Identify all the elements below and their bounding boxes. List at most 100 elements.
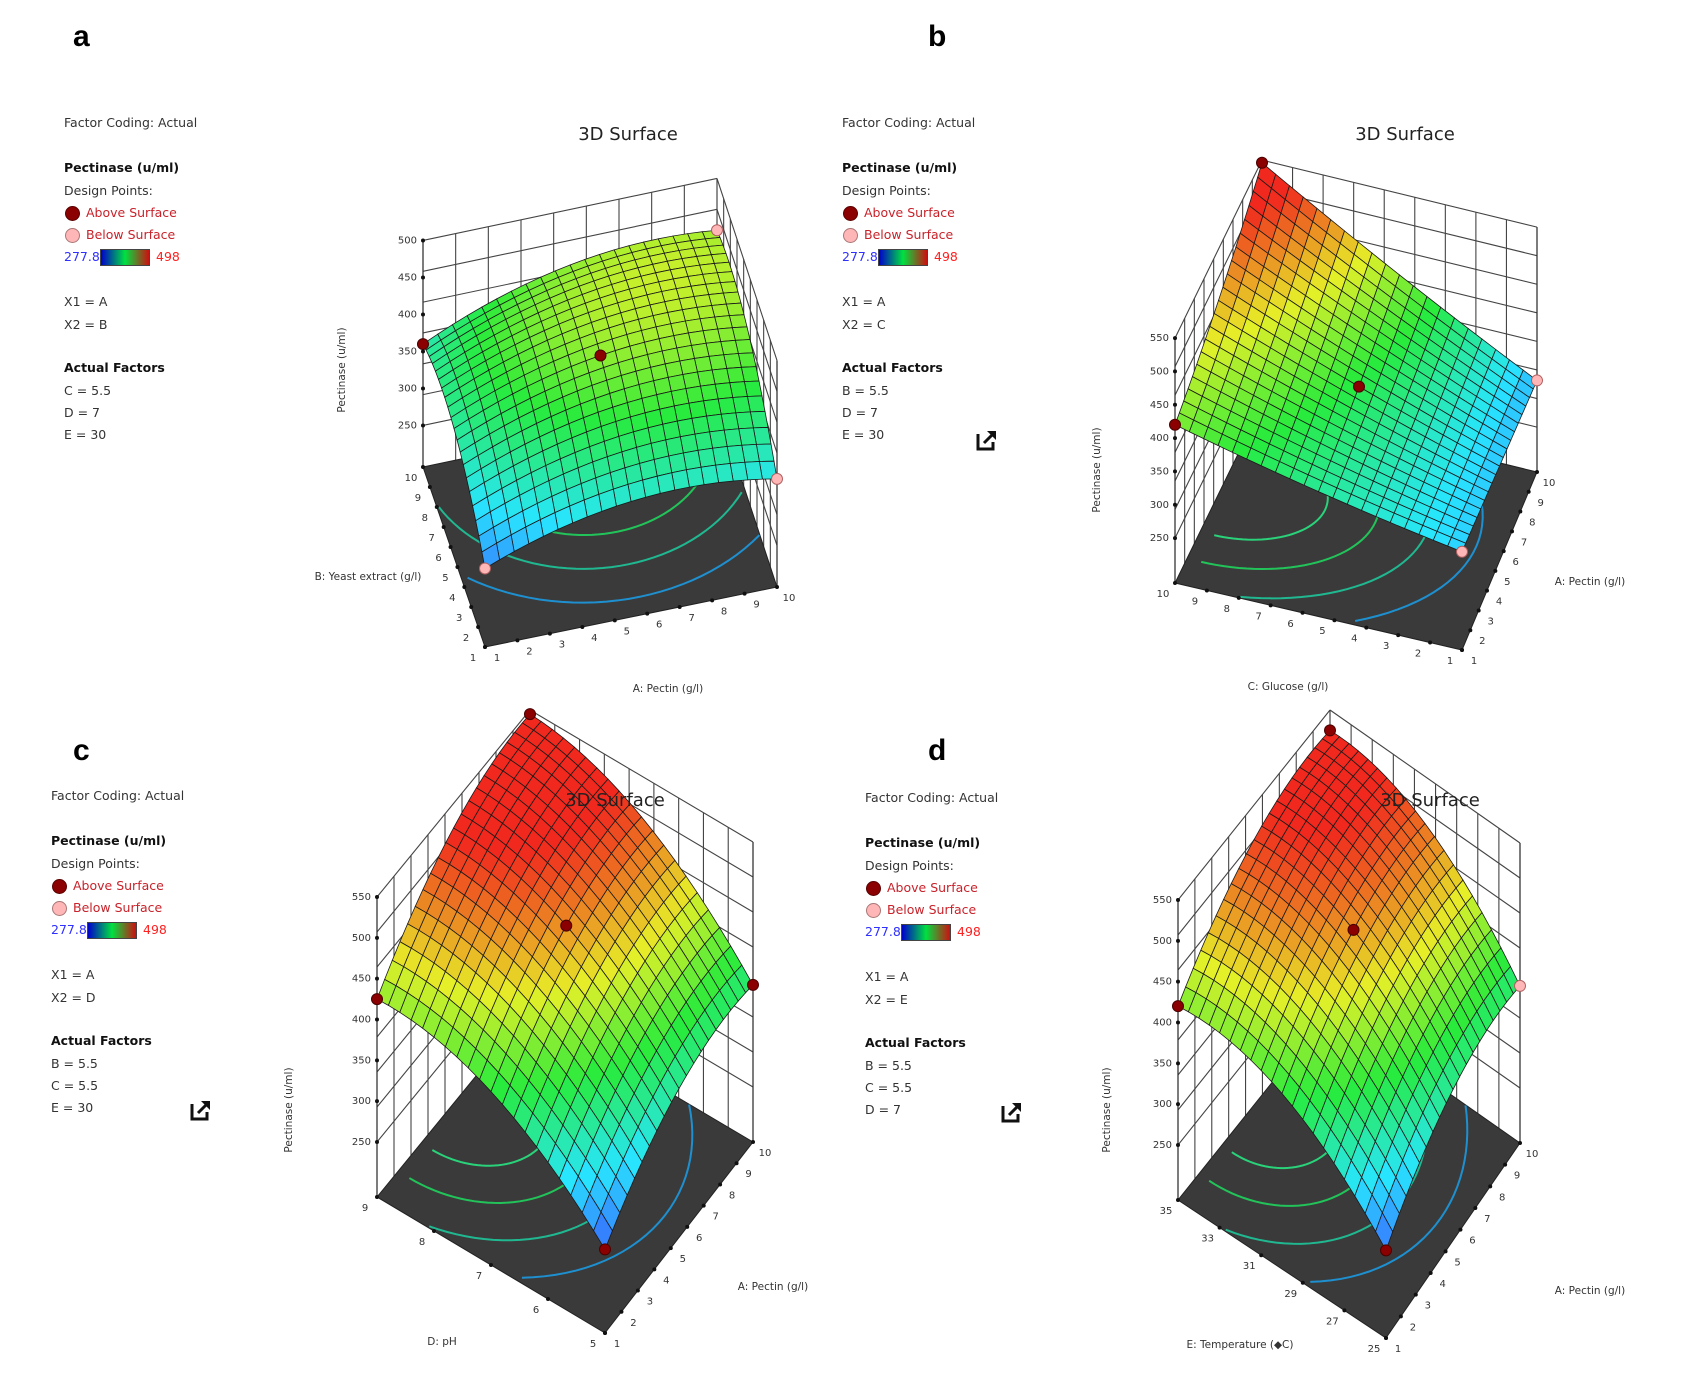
below-surface-dot-icon	[866, 903, 881, 918]
actual-factor: B = 5.5	[51, 1056, 98, 1071]
x2-assignment: X2 = C	[842, 317, 886, 332]
y-tick-label: 5	[624, 626, 630, 637]
y-tick-label: 9	[745, 1169, 751, 1180]
open-in-new-icon-glyph	[976, 431, 996, 451]
y-tick-mark	[775, 585, 779, 589]
y-tick-mark	[1493, 568, 1498, 573]
design-point-above	[1380, 1244, 1392, 1257]
x2-assignment: X2 = E	[865, 992, 908, 1007]
x-tick-label: 35	[1160, 1206, 1173, 1217]
actual-factor: B = 5.5	[865, 1058, 912, 1073]
z-tick-label: 500	[1150, 366, 1169, 377]
y-tick-label: 2	[526, 646, 532, 657]
actual-factor: E = 30	[64, 427, 107, 442]
design-point-below	[479, 562, 491, 575]
colorbar-gradient	[87, 922, 137, 939]
x-tick-mark	[1259, 1253, 1264, 1258]
y-tick-mark	[1510, 529, 1514, 534]
wall-gridline	[1174, 159, 1263, 339]
wall-gridline	[1177, 709, 1331, 901]
open-in-new-icon[interactable]	[1000, 1100, 1024, 1124]
z-tick-mark	[375, 935, 379, 940]
x-tick-mark	[1428, 640, 1433, 645]
x-tick-mark	[1300, 610, 1305, 615]
y-tick-label: 8	[1529, 518, 1535, 529]
above-surface-dot-icon	[843, 206, 858, 221]
z-tick-label: 550	[1150, 333, 1169, 344]
z-tick-label: 550	[352, 892, 371, 903]
y-tick-label: 3	[1487, 616, 1493, 627]
panel-letter-a: a	[73, 20, 90, 53]
x-tick-label: 31	[1243, 1261, 1256, 1272]
x-tick-mark	[1332, 618, 1337, 623]
z-tick-label: 250	[398, 420, 417, 431]
z-tick-label: 350	[352, 1055, 371, 1066]
below-surface-dot-icon	[52, 901, 67, 916]
z-tick-mark	[1173, 469, 1177, 474]
open-in-new-icon[interactable]	[975, 428, 999, 452]
wall-gridline	[1261, 159, 1538, 228]
wall-gridline	[422, 208, 718, 272]
response-surface	[1174, 162, 1538, 553]
y-tick-label: 2	[1410, 1322, 1416, 1333]
y-tick-label: 1	[1471, 656, 1477, 667]
y-tick-mark	[718, 1182, 723, 1187]
y-tick-label: 6	[696, 1233, 702, 1244]
x-tick-mark	[476, 625, 481, 629]
actual-factor: B = 5.5	[842, 383, 889, 398]
z-tick-label: 500	[352, 933, 371, 944]
above-surface-label: Above Surface	[86, 205, 177, 220]
actual-factors-title: Actual Factors	[64, 360, 165, 375]
x-tick-mark	[1236, 595, 1241, 600]
x-tick-mark	[489, 1263, 493, 1267]
z-axis-label: Pectinase (u/ml)	[336, 327, 348, 412]
y-tick-label: 7	[1484, 1214, 1490, 1225]
y-tick-label: 3	[647, 1297, 653, 1308]
z-tick-mark	[421, 423, 425, 428]
below-surface-dot-icon	[843, 228, 858, 243]
x-tick-mark	[1268, 603, 1273, 608]
y-tick-mark	[1518, 1141, 1522, 1145]
z-axis-label: Pectinase (u/ml)	[1091, 427, 1103, 512]
colorbar-max-label: 498	[957, 924, 981, 939]
z-tick-label: 450	[398, 272, 417, 283]
y-tick-label: 7	[688, 613, 694, 624]
z-tick-mark	[1176, 979, 1180, 984]
wall-gridline	[422, 177, 718, 242]
y-tick-label: 10	[1543, 478, 1556, 489]
colorbar: 277.8 498	[842, 249, 982, 267]
y-axis-label: A: Pectin (g/l)	[1555, 576, 1625, 588]
z-tick-mark	[421, 349, 425, 354]
response-label: Pectinase (u/ml)	[64, 160, 180, 175]
design-point-above	[371, 993, 383, 1006]
y-tick-mark	[1503, 1162, 1508, 1167]
actual-factor: D = 7	[865, 1102, 901, 1117]
design-point-above	[560, 919, 573, 932]
z-tick-label: 300	[1153, 1099, 1172, 1110]
y-tick-label: 7	[1521, 537, 1527, 548]
x-tick-label: 3	[1383, 641, 1389, 652]
design-points-label: Design Points:	[64, 183, 153, 198]
above-surface-label: Above Surface	[864, 205, 955, 220]
actual-factor: D = 7	[842, 405, 878, 420]
open-in-new-icon[interactable]	[189, 1098, 213, 1122]
legend-panel-a: Factor Coding: Actual Pectinase (u/ml) Des…	[64, 115, 264, 455]
z-tick-label: 400	[1150, 433, 1169, 444]
design-point-above	[747, 978, 759, 991]
design-point-above	[1353, 380, 1365, 393]
y-axis-label: A: Pectin (g/l)	[738, 1281, 808, 1293]
x-tick-label: 7	[1255, 611, 1261, 622]
actual-factor: C = 5.5	[51, 1078, 99, 1093]
x-tick-mark	[375, 1195, 379, 1199]
contour-line	[521, 1104, 694, 1279]
z-tick-label: 350	[1150, 466, 1169, 477]
x-tick-mark	[421, 465, 425, 469]
x-tick-label: 1	[470, 653, 476, 664]
y-tick-mark	[1476, 608, 1481, 613]
z-tick-mark	[375, 1140, 379, 1144]
x-tick-mark	[448, 545, 453, 549]
design-points-label: Design Points:	[51, 856, 140, 871]
y-tick-label: 3	[1425, 1301, 1431, 1312]
y-tick-label: 2	[1479, 636, 1485, 647]
